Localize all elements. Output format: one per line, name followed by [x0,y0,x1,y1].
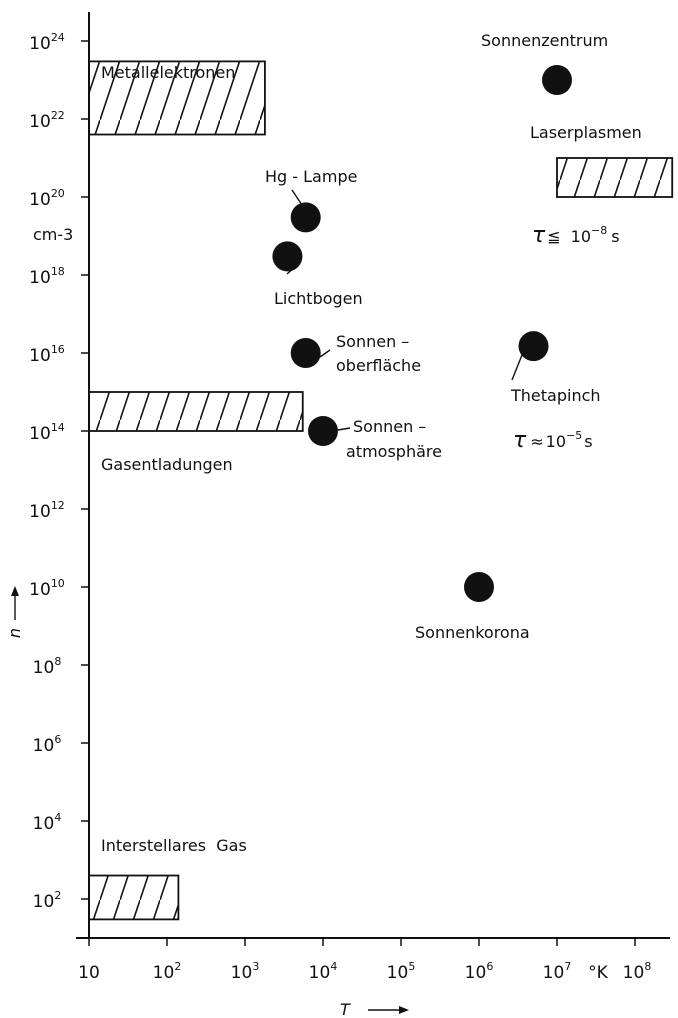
label-laser-tau: τ ≦ 10−8 s [532,223,620,248]
leader-lichtbogen [286,265,297,275]
y-tick-label: 1012 [29,499,65,522]
label-metallelektronen: Metallelektronen [101,63,235,82]
point-sonnenatmosphaere [308,416,338,446]
x-tick-labels: 10 102 103 104 105 106 107 108 °K [78,960,651,983]
x-unit-label: °K [588,963,609,983]
leader-thetapinch [511,354,523,381]
region-laserplasmen [556,157,674,198]
label-sonnenkorona: Sonnenkorona [415,623,530,642]
y-tick-label: 1016 [29,343,65,366]
y-tick-label: 1010 [29,577,65,600]
x-tick-label: 106 [465,960,494,983]
point-hg-lampe [290,202,321,233]
point-thetapinch [518,331,549,362]
region-metallelektronen [88,60,266,136]
label-sonnenatmosphaere-2: atmosphäre [346,442,442,461]
y-tick-label: 1018 [29,265,65,288]
y-tick-label: 106 [33,733,62,756]
x-tick-label: 103 [231,960,260,983]
x-tick-label: 104 [309,960,338,983]
y-axis-name: n [5,628,24,638]
y-tick-label: 1022 [29,109,65,132]
label-sonnenatmosphaere-1: Sonnen – [353,417,426,436]
label-laserplasmen: Laserplasmen [530,123,642,142]
label-thetapinch: Thetapinch [510,386,601,405]
label-hg-lampe: Hg - Lampe [265,167,357,186]
y-axis-arrowhead [11,586,19,596]
x-tick-label: 102 [153,960,182,983]
label-gasentladungen: Gasentladungen [101,455,233,474]
x-tick-marks [88,938,636,946]
y-tick-marks [81,40,89,900]
label-sonnenoberflaeche-2: oberfläche [336,356,421,375]
y-axis-title: n [5,586,24,638]
y-tick-labels: 102 104 106 108 1010 1012 1014 1016 1018… [29,31,65,912]
x-tick-label: 107 [543,960,572,983]
point-sonnenkorona [464,572,494,602]
leader-sonnenoberflaeche [319,349,331,358]
label-sonnenoberflaeche-1: Sonnen – [336,332,409,351]
x-axis-name: T [340,1000,351,1018]
label-sonnenzentrum: Sonnenzentrum [481,31,608,50]
x-tick-label: 10 [78,963,100,983]
point-sonnenoberflaeche [290,338,321,368]
y-tick-label: 102 [33,889,62,912]
y-tick-label: 1020 [29,187,65,210]
label-theta-tau: τ ≈10−5 s [513,428,593,453]
region-interstellares-gas [88,874,180,921]
x-axis-title: T [340,1000,409,1018]
point-lichtbogen [272,241,303,272]
x-axis-arrowhead [399,1006,409,1014]
point-sonnenzentrum [542,65,572,95]
region-gasentladungen [88,391,304,432]
y-tick-label: 104 [33,811,62,834]
leader-hg-lampe [291,189,303,206]
x-tick-label: 108 [623,960,652,983]
x-tick-label: 105 [387,960,416,983]
y-unit-label: cm-3 [33,225,73,244]
leader-sonnenatmosphaere [337,427,351,431]
y-tick-label: 1014 [29,421,65,444]
y-tick-label: 1024 [29,31,65,54]
label-interstellares-gas: Interstellares Gas [101,836,247,855]
label-lichtbogen: Lichtbogen [274,289,363,308]
y-tick-label: 108 [33,655,62,678]
